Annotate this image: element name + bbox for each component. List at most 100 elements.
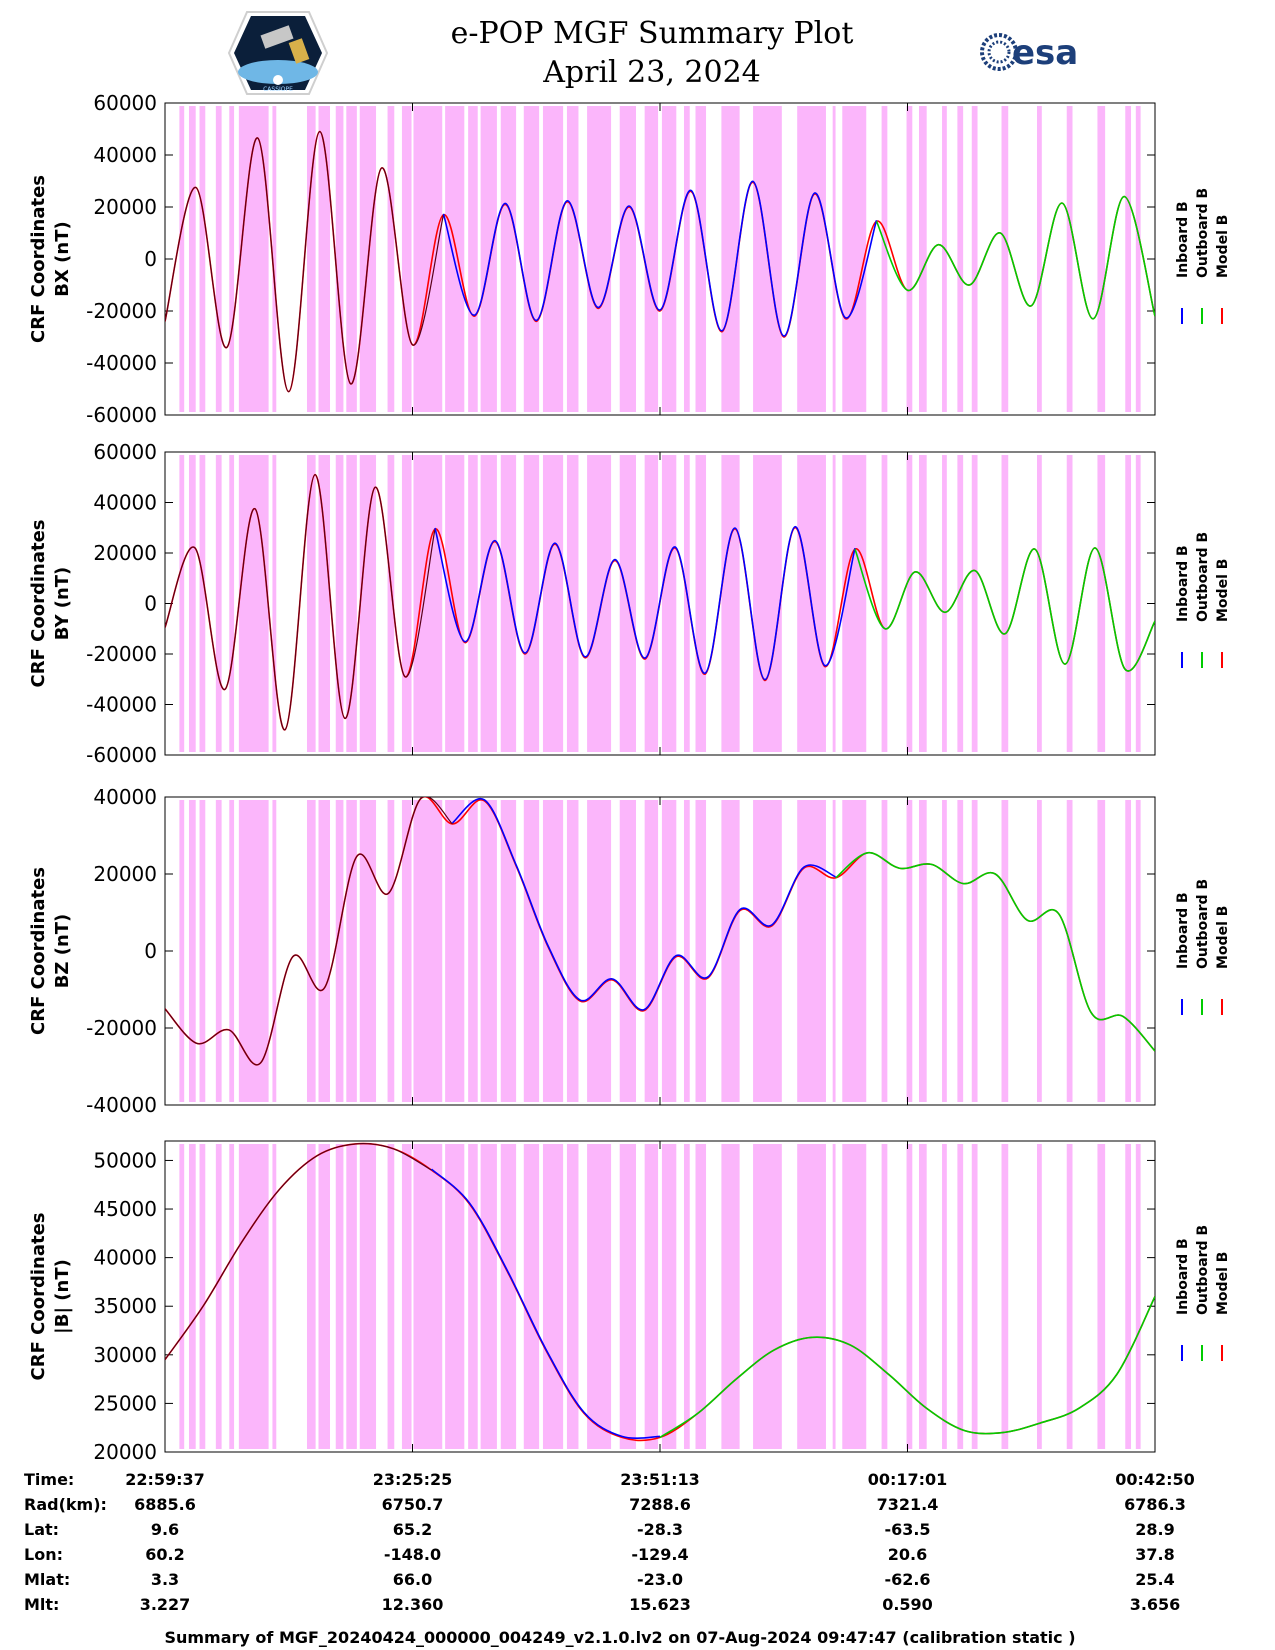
shade-band [644,800,659,1102]
legend: Inboard B Outboard B Model B [1175,879,1231,1015]
info-cell: 3.656 [1130,1595,1181,1614]
shade-band [523,455,540,752]
title-line-2: April 23, 2024 [542,55,761,90]
shade-band [359,455,377,752]
shade-band [1037,800,1042,1102]
left-logo-text: CASSIOPE [263,86,293,93]
shade-band [335,800,344,1102]
shade-band [881,1144,888,1449]
legend-label: Inboard B [1175,201,1191,278]
shade-band [797,106,826,412]
esa-logo-text: esa [1012,33,1078,73]
shade-band [695,455,707,752]
shade-band [542,1144,564,1449]
shade-band [661,106,677,412]
y-tick-label: 60000 [93,440,157,464]
shade-band [238,455,269,752]
inboard-b-line [451,797,836,1011]
y-tick-label: -20000 [86,1016,157,1040]
panel-3: 40000 20000 0 -20000 -40000 CRF Coordinates BZ… [28,785,1231,1117]
shade-band [318,455,330,752]
shade-band [401,1144,412,1449]
shade-band [797,800,826,1102]
shade-band [238,1144,269,1449]
legend-label: Outboard B [1195,879,1211,969]
y-tick-label: 0 [144,247,157,271]
shade-band [566,455,579,752]
shade-band [229,106,235,412]
shade-band [919,106,927,412]
y-tick-label: -40000 [86,351,157,375]
shade-band [335,106,344,412]
info-cell: 9.6 [151,1520,179,1539]
shade-band [942,455,947,752]
legend-label: Inboard B [1175,545,1191,622]
legend: Inboard B Outboard B Model B [1175,1225,1231,1361]
shade-band [272,106,277,412]
y-axis-label-2: BX (nT) [52,221,73,296]
info-cell: 6786.3 [1124,1495,1186,1514]
outboard-b-line [854,547,1155,672]
shade-band [942,800,947,1102]
info-cell: 7321.4 [877,1495,939,1514]
info-cell: 22:59:37 [125,1470,205,1489]
shade-band [1125,455,1132,752]
shade-band [215,455,222,752]
shade-band [468,106,478,412]
shade-band [468,800,478,1102]
shade-band [661,1144,677,1449]
info-cell: -63.5 [884,1520,930,1539]
shade-band [480,1144,497,1449]
panel-4: 50000 45000 40000 35000 30000 25000 20000 CRF C… [28,1140,1231,1464]
y-tick-label: -20000 [86,299,157,323]
shade-band [1097,455,1106,752]
shade-band [468,455,478,752]
shade-band [971,106,978,412]
shade-band [179,800,185,1102]
shade-band [566,106,579,412]
shade-band [445,800,465,1102]
y-tick-label: 0 [144,592,157,616]
shade-band [753,1144,782,1449]
shade-band [695,800,707,1102]
orbit-info-table: Time: Rad(km): Lat: Lon: Mlat: Mlt: 22:5… [24,1470,1195,1614]
y-tick-label: -60000 [86,403,157,427]
legend-label: Model B [1215,559,1231,622]
legend: Inboard B Outboard B Model B [1175,532,1231,668]
inboard-b-line [442,180,878,337]
shade-band [721,455,740,752]
shade-band [1135,455,1141,752]
shade-band [644,1144,659,1449]
info-cell: 66.0 [393,1570,432,1589]
shade-band [335,455,344,752]
shade-band [971,455,978,752]
shade-band [229,455,235,752]
shade-band [587,800,612,1102]
info-cell: -62.6 [884,1570,930,1589]
y-tick-label: 40000 [93,785,157,809]
shade-band [272,800,277,1102]
shade-band [587,455,612,752]
y-tick-label: 50000 [93,1148,157,1172]
y-axis-label-2: BZ (nT) [52,914,73,989]
shade-band [523,1144,540,1449]
shade-band [1001,1144,1009,1449]
shade-band [1135,1144,1141,1449]
shade-band [1135,106,1141,412]
info-cell: 25.4 [1135,1570,1174,1589]
y-tick-label: -60000 [86,743,157,767]
y-tick-label: 40000 [93,143,157,167]
shade-band [721,1144,740,1449]
shade-band [500,455,517,752]
shade-band [523,106,540,412]
shade-band [306,455,316,752]
info-cell: -28.3 [637,1520,683,1539]
combined-b-line [165,797,453,1066]
info-cell: 6885.6 [134,1495,196,1514]
shade-band [566,1144,579,1449]
row-label-lat: Lat: [24,1520,59,1539]
shade-band [346,455,357,752]
legend-label: Outboard B [1195,188,1211,278]
shade-band [413,800,443,1102]
shade-band [272,455,277,752]
